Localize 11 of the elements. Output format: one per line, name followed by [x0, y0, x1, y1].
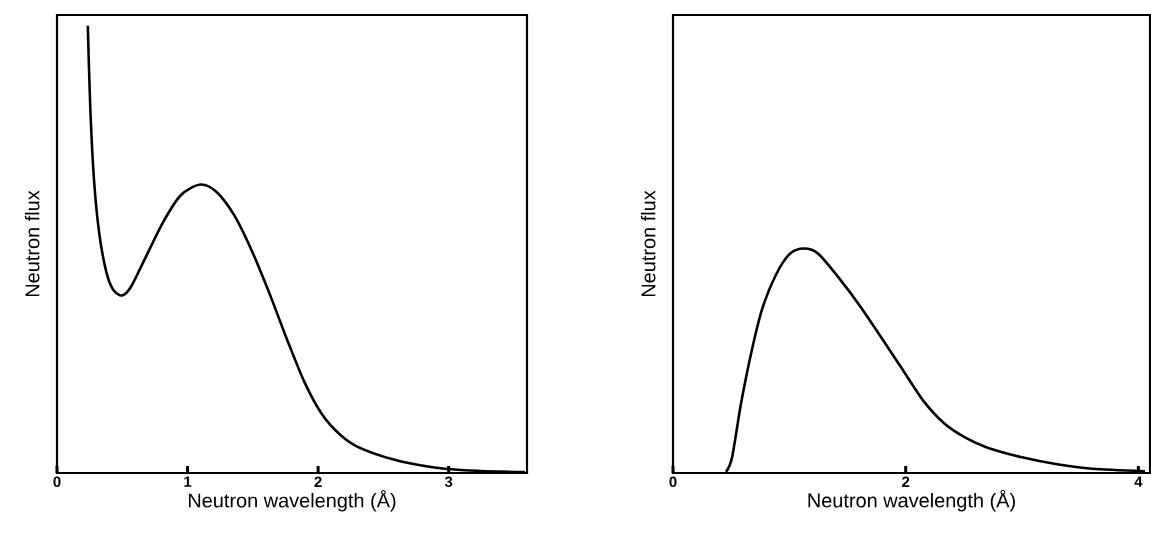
x-tick-label: 0 [669, 476, 677, 488]
y-axis-title: Neutron flux [24, 190, 40, 297]
x-tick-label: 4 [1134, 476, 1143, 487]
x-tick-label: 0 [53, 476, 61, 488]
x-tick-label: 1 [184, 476, 192, 487]
x-tick-label: 2 [902, 476, 910, 487]
x-tick-label: 3 [444, 476, 453, 488]
x-axis-title: Neutron wavelength (Å) [808, 489, 1015, 512]
x-tick-label: 2 [314, 476, 322, 487]
y-axis-title: Neutron flux [640, 190, 656, 297]
x-axis-title: Neutron wavelength (Å) [188, 489, 396, 512]
